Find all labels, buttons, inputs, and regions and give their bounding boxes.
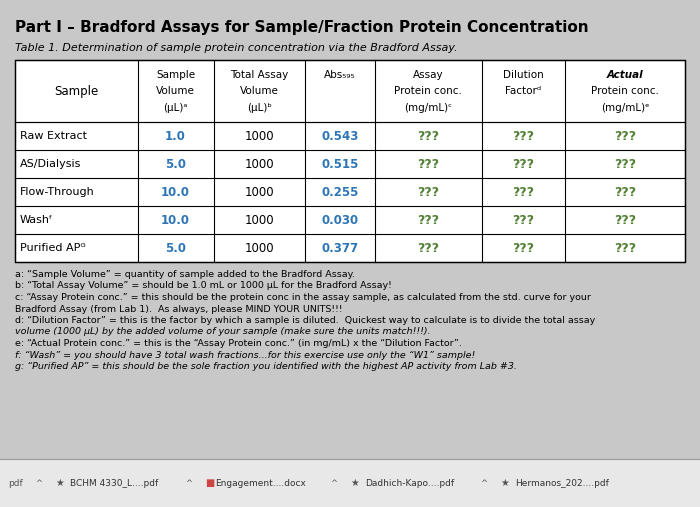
Text: ???: ??? [417, 186, 440, 199]
Text: b: “Total Assay Volume” = should be 1.0 mL or 1000 μL for the Bradford Assay!: b: “Total Assay Volume” = should be 1.0 … [15, 281, 392, 291]
Text: (μL)ᵇ: (μL)ᵇ [247, 103, 272, 113]
Text: Volume: Volume [156, 86, 195, 96]
Text: ???: ??? [614, 241, 636, 255]
Text: d: “Dilution Factor” = this is the factor by which a sample is diluted.  Quickes: d: “Dilution Factor” = this is the facto… [15, 316, 595, 325]
Text: 10.0: 10.0 [161, 186, 190, 199]
Text: ■: ■ [205, 478, 214, 488]
Text: 0.030: 0.030 [321, 213, 358, 227]
Text: 1000: 1000 [244, 241, 274, 255]
Text: (μL)ᵃ: (μL)ᵃ [163, 103, 188, 113]
Text: Factorᵈ: Factorᵈ [505, 86, 541, 96]
Text: 1000: 1000 [244, 186, 274, 199]
Text: (mg/mL)ᶜ: (mg/mL)ᶜ [405, 103, 452, 113]
Text: (mg/mL)ᵉ: (mg/mL)ᵉ [601, 103, 649, 113]
Text: c: “Assay Protein conc.” = this should be the protein conc in the assay sample, : c: “Assay Protein conc.” = this should b… [15, 293, 591, 302]
Text: volume (1000 μL) by the added volume of your sample (make sure the units match!!: volume (1000 μL) by the added volume of … [15, 328, 430, 337]
Text: Abs₅₉₅: Abs₅₉₅ [324, 70, 356, 80]
Text: ???: ??? [512, 129, 534, 142]
Text: ???: ??? [614, 213, 636, 227]
Text: ^: ^ [185, 479, 192, 488]
Text: Protein conc.: Protein conc. [591, 86, 659, 96]
Text: e: “Actual Protein conc.” = this is the “Assay Protein conc.” (in mg/mL) x the “: e: “Actual Protein conc.” = this is the … [15, 339, 462, 348]
Text: Raw Extract: Raw Extract [20, 131, 87, 141]
Text: ^: ^ [35, 479, 42, 488]
Text: ???: ??? [614, 158, 636, 170]
Text: AS/Dialysis: AS/Dialysis [20, 159, 81, 169]
Text: 0.377: 0.377 [321, 241, 358, 255]
Text: Washᶠ: Washᶠ [20, 215, 53, 225]
Text: ^: ^ [330, 479, 337, 488]
Text: ???: ??? [512, 158, 534, 170]
Text: 10.0: 10.0 [161, 213, 190, 227]
Text: Assay: Assay [413, 70, 444, 80]
Text: Table 1. Determination of sample protein concentration via the Bradford Assay.: Table 1. Determination of sample protein… [15, 43, 458, 53]
Text: 5.0: 5.0 [165, 158, 186, 170]
Text: Actual: Actual [607, 70, 643, 80]
Text: ???: ??? [614, 186, 636, 199]
Text: ???: ??? [417, 129, 440, 142]
Text: Total Assay: Total Assay [230, 70, 288, 80]
Text: ★: ★ [350, 478, 358, 488]
Text: ???: ??? [512, 213, 534, 227]
Text: 1.0: 1.0 [165, 129, 186, 142]
Text: g: “Purified AP” = this should be the sole fraction you identified with the high: g: “Purified AP” = this should be the so… [15, 362, 517, 371]
Text: Volume: Volume [240, 86, 279, 96]
Text: 5.0: 5.0 [165, 241, 186, 255]
Text: 0.255: 0.255 [321, 186, 358, 199]
Text: Protein conc.: Protein conc. [394, 86, 462, 96]
Text: Bradford Assay (from Lab 1).  As always, please MIND YOUR UNITS!!!: Bradford Assay (from Lab 1). As always, … [15, 305, 342, 313]
Text: a: “Sample Volume” = quantity of sample added to the Bradford Assay.: a: “Sample Volume” = quantity of sample … [15, 270, 355, 279]
Text: ★: ★ [55, 478, 64, 488]
Text: 1000: 1000 [244, 129, 274, 142]
Text: Sample: Sample [54, 85, 99, 97]
Text: Dadhich-Kapo....pdf: Dadhich-Kapo....pdf [365, 479, 454, 488]
Bar [0, 459, 700, 507]
Text: Engagement....docx: Engagement....docx [215, 479, 306, 488]
Text: 1000: 1000 [244, 158, 274, 170]
Text: f: “Wash” = you should have 3 total wash fractions...for this exercise use only : f: “Wash” = you should have 3 total wash… [15, 350, 475, 359]
Text: ???: ??? [614, 129, 636, 142]
Text: ???: ??? [417, 213, 440, 227]
Bar [15, 60, 685, 262]
Text: Sample: Sample [156, 70, 195, 80]
Text: 1000: 1000 [244, 213, 274, 227]
Text: ???: ??? [417, 158, 440, 170]
Text: Hermanos_202....pdf: Hermanos_202....pdf [515, 479, 609, 488]
Text: ???: ??? [512, 241, 534, 255]
Text: 0.515: 0.515 [321, 158, 358, 170]
Text: Dilution: Dilution [503, 70, 544, 80]
Text: pdf: pdf [8, 479, 22, 488]
Text: Part I – Bradford Assays for Sample/Fraction Protein Concentration: Part I – Bradford Assays for Sample/Frac… [15, 20, 589, 35]
Text: ★: ★ [500, 478, 509, 488]
Text: Purified APᴳ: Purified APᴳ [20, 243, 85, 253]
Text: BCHM 4330_L....pdf: BCHM 4330_L....pdf [70, 479, 158, 488]
Text: ^: ^ [480, 479, 487, 488]
Text: ???: ??? [417, 241, 440, 255]
Text: ???: ??? [512, 186, 534, 199]
Text: Flow-Through: Flow-Through [20, 187, 94, 197]
Text: 0.543: 0.543 [321, 129, 358, 142]
